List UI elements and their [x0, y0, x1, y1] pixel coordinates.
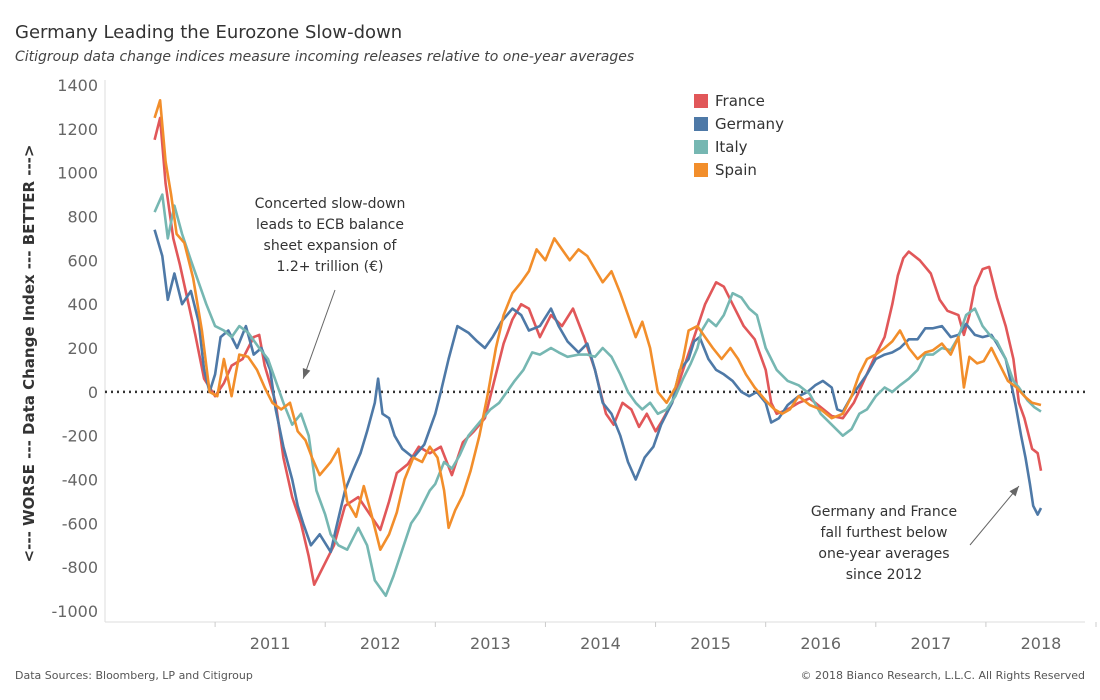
y-tick-label: -800	[62, 558, 98, 577]
y-tick-label: 1000	[57, 164, 98, 183]
legend-label-italy: Italy	[715, 138, 748, 156]
y-tick-label: -600	[62, 514, 98, 533]
legend: France Germany Italy Spain	[694, 92, 784, 179]
legend-label-spain: Spain	[715, 161, 757, 179]
annotation-text: since 2012	[846, 567, 922, 583]
y-tick-label: 1200	[57, 120, 98, 139]
annotation-arrowhead	[302, 367, 311, 379]
legend-swatch-italy	[694, 140, 708, 154]
series-line-italy	[153, 193, 1042, 597]
y-tick-label: 1400	[57, 76, 98, 95]
legend-swatch-germany	[694, 117, 708, 131]
chart-title: Germany Leading the Eurozone Slow-down	[15, 22, 403, 43]
annotation-arrowhead	[1009, 486, 1019, 497]
y-tick-label: 200	[67, 339, 98, 358]
y-tick-label: -200	[62, 427, 98, 446]
x-tick-label: 2017	[910, 634, 951, 653]
annotation-text: 1.2+ trillion (€)	[277, 259, 384, 275]
x-tick-label: 2015	[690, 634, 731, 653]
y-tick-label: 600	[67, 251, 98, 270]
annotations: Concerted slow-down leads to ECB balance s…	[255, 196, 1020, 583]
x-tick-label: 2013	[470, 634, 511, 653]
y-tick-label: -1000	[52, 602, 99, 621]
legend-label-france: France	[715, 92, 765, 110]
y-tick-label: 400	[67, 295, 98, 314]
series-line-france	[153, 116, 1043, 586]
annotation-text: one-year averages	[818, 546, 949, 562]
y-axis: 1400 1200 1000 800 600 400 200 0 -200 -400 -600 -80…	[52, 76, 106, 622]
data-sources: Data Sources: Bloomberg, LP and Citigrou…	[15, 669, 253, 682]
y-tick-label: 0	[88, 383, 98, 402]
series-line-spain	[153, 99, 1042, 551]
x-tick-label: 2011	[250, 634, 291, 653]
chart-subtitle: Citigroup data change indices measure in…	[15, 49, 635, 65]
annotation-text: fall furthest below	[821, 525, 948, 541]
y-tick-label: -400	[62, 471, 98, 490]
series-group	[153, 99, 1043, 597]
x-tick-label: 2016	[800, 634, 841, 653]
legend-swatch-france	[694, 94, 708, 108]
y-axis-label: <--- WORSE --- Data Change Index --- BET…	[20, 145, 38, 563]
annotation-arrow	[969, 485, 1020, 546]
legend-label-germany: Germany	[715, 115, 784, 133]
annotation-text: Germany and France	[811, 504, 957, 520]
legend-swatch-spain	[694, 163, 708, 177]
annotation-text: leads to ECB balance	[256, 217, 404, 233]
annotation-text: sheet expansion of	[264, 238, 398, 254]
annotation-arrow	[302, 289, 336, 379]
x-axis: 2011 2012 2013 2014 2015 2016 2017 2018	[105, 621, 1097, 653]
copyright: © 2018 Bianco Research, L.L.C. All Right…	[800, 669, 1085, 682]
x-tick-label: 2018	[1021, 634, 1062, 653]
y-tick-label: 800	[67, 208, 98, 227]
x-tick-label: 2012	[360, 634, 401, 653]
series-line-germany	[153, 229, 1043, 554]
x-tick-label: 2014	[580, 634, 621, 653]
annotation-text: Concerted slow-down	[255, 196, 406, 212]
